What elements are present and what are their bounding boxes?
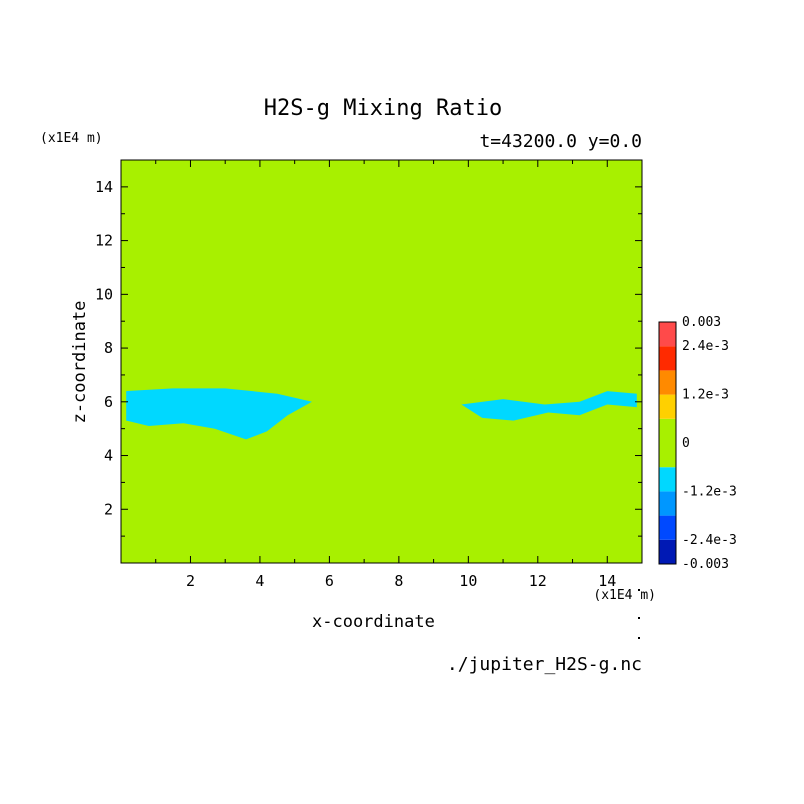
contour-region-blue: [126, 388, 312, 440]
y-axis: 2 4 6 8 10 12 14: [95, 178, 642, 537]
contour-region-green: [451, 361, 587, 389]
colorbar-segment: [659, 346, 676, 371]
x-tick-label: 4: [255, 572, 264, 590]
x-axis: 2 4 6 8 10 12 14: [155, 160, 616, 590]
file-name-label: ./jupiter_H2S-g.nc: [446, 654, 642, 675]
colorbar-tick-label: -1.2e-3: [682, 484, 737, 499]
x-tick-label: 14: [598, 572, 616, 590]
colorbar: 0.003 2.4e-3 1.2e-3 0 -1.2e-3 -2.4e-3 -0.003: [658, 315, 737, 572]
x-axis-unit: (x1E4 m): [593, 588, 656, 603]
colorbar-segment: [659, 394, 676, 419]
colorbar-tick-label: 1.2e-3: [682, 388, 729, 403]
contour-region-green: [145, 342, 160, 365]
contour-region-cyan: [454, 227, 490, 244]
contour-region-green: [346, 313, 434, 351]
y-tick-label: 8: [104, 339, 113, 357]
x-axis-label: x-coordinate: [312, 612, 435, 632]
x-tick-label: 12: [529, 572, 547, 590]
colorbar-tick-label: 2.4e-3: [682, 339, 729, 354]
contour-region-cyan: [280, 237, 326, 254]
y-tick-label: 14: [95, 178, 113, 196]
colorbar-segment: [659, 418, 676, 443]
colorbar-tick-label: -0.003: [682, 557, 729, 572]
plot-area: [121, 160, 642, 563]
colorbar-tick-label: 0: [682, 436, 690, 451]
y-tick-label: 4: [104, 447, 113, 465]
x-tick-label: 10: [459, 572, 477, 590]
plot-frame: [120, 159, 643, 564]
contour-region-cyan: [126, 219, 637, 265]
colorbar-segment: [659, 515, 676, 540]
contour-region-cyan: [190, 270, 219, 287]
contour-region-green: [614, 350, 637, 367]
colorbar-tick-label: -2.4e-3: [682, 533, 737, 548]
x-tick-label: 8: [394, 572, 403, 590]
colorbar-frame: [658, 321, 677, 565]
contour-region-green: [468, 318, 549, 357]
colorbar-segment: [659, 467, 676, 492]
colorbar-segment: [659, 443, 676, 468]
contour-region-cyan: [586, 254, 611, 271]
colorbar-segment: [659, 539, 676, 564]
contour-region-green: [572, 313, 625, 340]
corner-dot: [638, 589, 640, 591]
y-axis-unit: (x1E4 m): [40, 131, 103, 146]
colorbar-segment: [659, 370, 676, 395]
x-tick-label: 6: [325, 572, 334, 590]
y-tick-label: 12: [95, 232, 113, 250]
colorbar-segment: [659, 322, 676, 347]
corner-dot: [638, 617, 640, 619]
y-tick-label: 10: [95, 285, 113, 303]
contour-region-blue: [461, 391, 637, 421]
colorbar-segment: [659, 491, 676, 516]
chart-title: H2S-g Mixing Ratio: [263, 96, 503, 121]
x-tick-label: 2: [186, 572, 195, 590]
contour-region-green: [176, 313, 226, 338]
colorbar-tick-label: 0.003: [682, 315, 721, 330]
y-tick-label: 6: [104, 393, 113, 411]
corner-dots: [638, 589, 640, 639]
corner-dot: [638, 637, 640, 639]
time-label: t=43200.0 y=0.0: [479, 131, 642, 152]
contour-region-green: [225, 331, 420, 389]
y-tick-label: 2: [104, 500, 113, 518]
